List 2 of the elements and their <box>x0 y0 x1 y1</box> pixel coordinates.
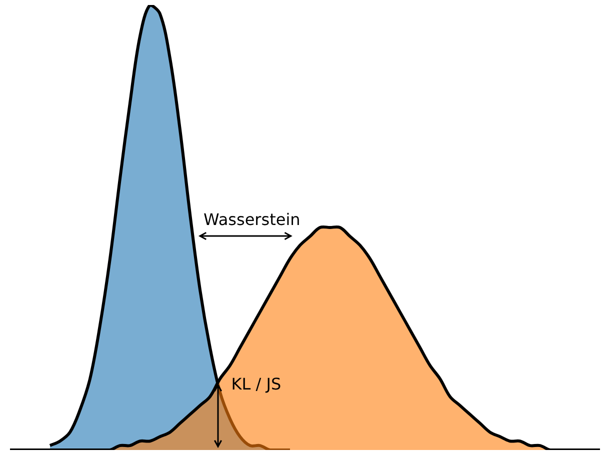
annotation: KL / JS <box>231 374 282 394</box>
annotation: Wasserstein <box>204 210 300 229</box>
